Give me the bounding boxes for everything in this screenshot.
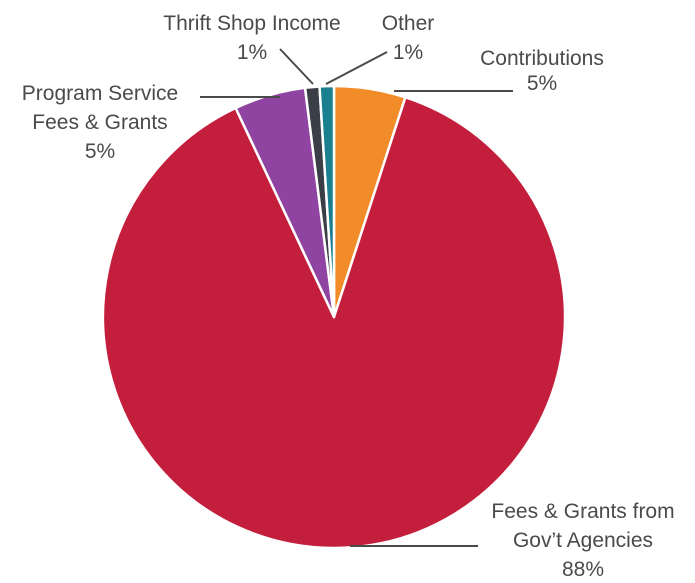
leader-line-other: [325, 51, 388, 85]
slice-percent-other: 1%: [393, 41, 423, 64]
leader-lines: [200, 48, 513, 547]
pie-slice-fees-grants-gov: [101, 96, 567, 550]
slice-label-program-service: Program Service Fees & Grants 5%: [22, 82, 178, 163]
slice-label-contributions: Contributions 5%: [480, 47, 604, 95]
leader-line-thrift-shop: [279, 48, 314, 85]
slice-labels: Contributions 5%Fees & Grants from Gov’t A…: [22, 12, 675, 581]
slice-name-program-service: Fees & Grants: [32, 111, 167, 134]
slice-percent-contributions: 5%: [527, 72, 557, 95]
slice-percent-thrift-shop: 1%: [237, 41, 267, 64]
slice-name-thrift-shop: Thrift Shop Income: [163, 12, 340, 35]
pie-slices: [101, 84, 567, 550]
slice-percent-fees-grants-gov: 88%: [562, 558, 604, 581]
slice-name-program-service: Program Service: [22, 82, 178, 105]
pie-slice-other: [318, 84, 336, 319]
slice-name-fees-grants-gov: Fees & Grants from: [491, 500, 674, 523]
slice-name-other: Other: [382, 12, 435, 35]
slice-percent-program-service: 5%: [85, 140, 115, 163]
slice-label-thrift-shop: Thrift Shop Income 1%: [163, 12, 340, 64]
slice-name-contributions: Contributions: [480, 47, 604, 70]
slice-label-fees-grants-gov: Fees & Grants from Gov’t Agencies 88%: [491, 500, 674, 581]
slice-name-fees-grants-gov: Gov’t Agencies: [513, 529, 653, 552]
slice-label-other: Other 1%: [382, 12, 435, 64]
